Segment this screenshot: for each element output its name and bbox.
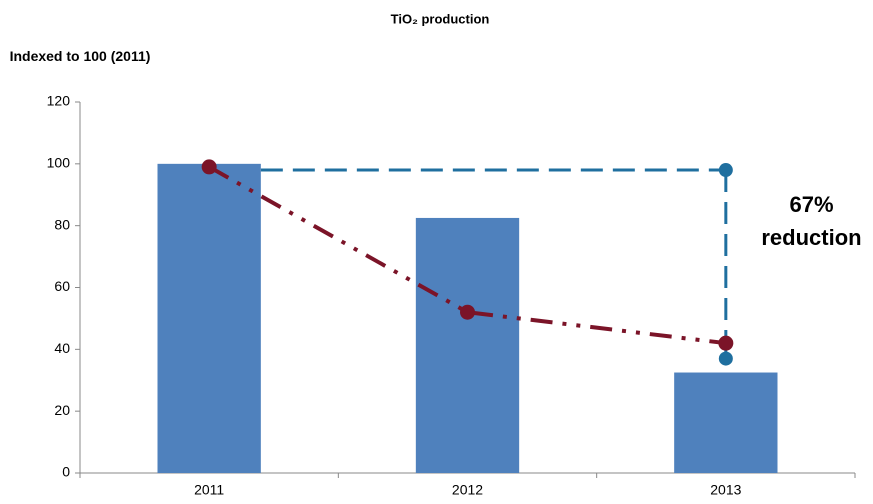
y-tick-label: 40 [54,340,70,356]
x-tick-label: 2012 [452,482,483,498]
y-tick-label: 100 [47,155,71,171]
y-tick-label: 20 [54,402,70,418]
y-tick-label: 120 [47,93,71,109]
bar [674,372,778,473]
line-point [201,159,217,175]
line-point [718,335,734,351]
annotation: 67% reduction [761,192,862,250]
reference-point [718,351,733,366]
line-point [460,304,475,320]
y-tick-label: 0 [62,464,70,480]
y-tick-label: 60 [54,278,70,294]
x-tick-label: 2011 [194,482,224,498]
chart-title: TiO₂ production [391,11,490,26]
bar [157,163,261,474]
bar [415,217,520,473]
x-tick-label: 2013 [710,482,741,498]
reference-point [718,163,733,178]
line [208,165,727,346]
y-tick-label: 80 [54,216,70,232]
y-axis-label: Indexed to 100 (2011) [9,48,151,64]
